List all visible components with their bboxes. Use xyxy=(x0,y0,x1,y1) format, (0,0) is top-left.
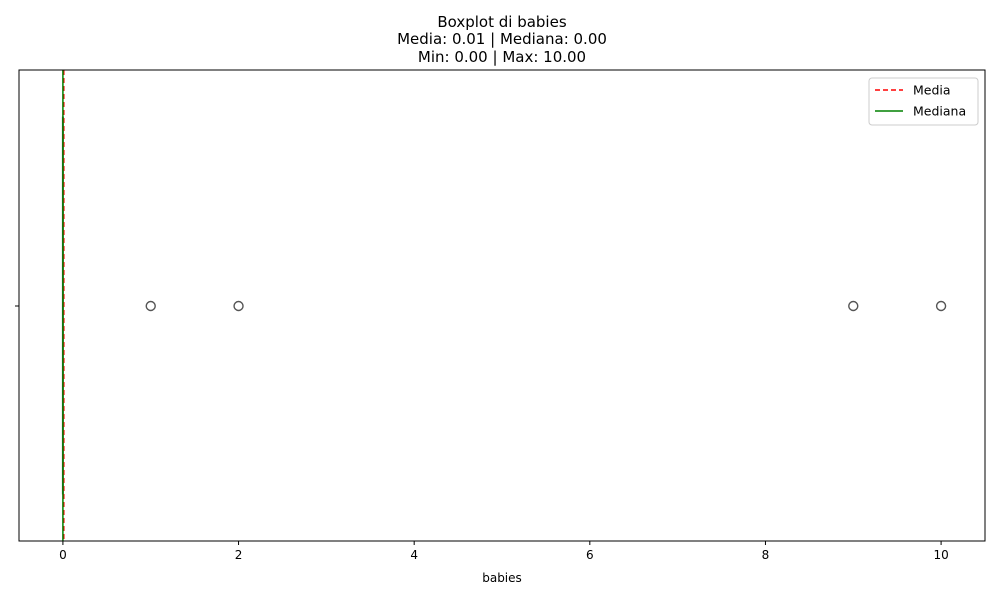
x-tick-label: 6 xyxy=(586,548,594,562)
legend-frame xyxy=(868,77,979,126)
outlier-point xyxy=(848,300,859,312)
x-axis: 0 2 4 6 8 10 xyxy=(59,541,949,562)
x-axis-label: babies xyxy=(482,571,522,585)
title-line-2: Media: 0.01 | Mediana: 0.00 xyxy=(397,30,607,48)
legend: Media Mediana xyxy=(868,77,979,126)
outlier-point xyxy=(233,300,244,312)
outlier-point xyxy=(935,300,947,312)
legend-label-media: Media xyxy=(913,83,951,98)
chart-title: Boxplot di babies Media: 0.01 | Mediana:… xyxy=(397,13,607,66)
plot-area xyxy=(61,70,947,541)
legend-label-mediana: Mediana xyxy=(913,104,966,119)
x-tick-label: 10 xyxy=(933,548,948,562)
x-tick-label: 2 xyxy=(235,548,243,562)
x-tick-label: 0 xyxy=(59,548,67,562)
axes-frame xyxy=(18,69,986,542)
x-tick-label: 8 xyxy=(762,548,770,562)
x-tick-label: 4 xyxy=(410,548,418,562)
outlier-point xyxy=(145,300,156,312)
title-line-3: Min: 0.00 | Max: 10.00 xyxy=(418,48,586,66)
title-line-1: Boxplot di babies xyxy=(437,13,566,31)
